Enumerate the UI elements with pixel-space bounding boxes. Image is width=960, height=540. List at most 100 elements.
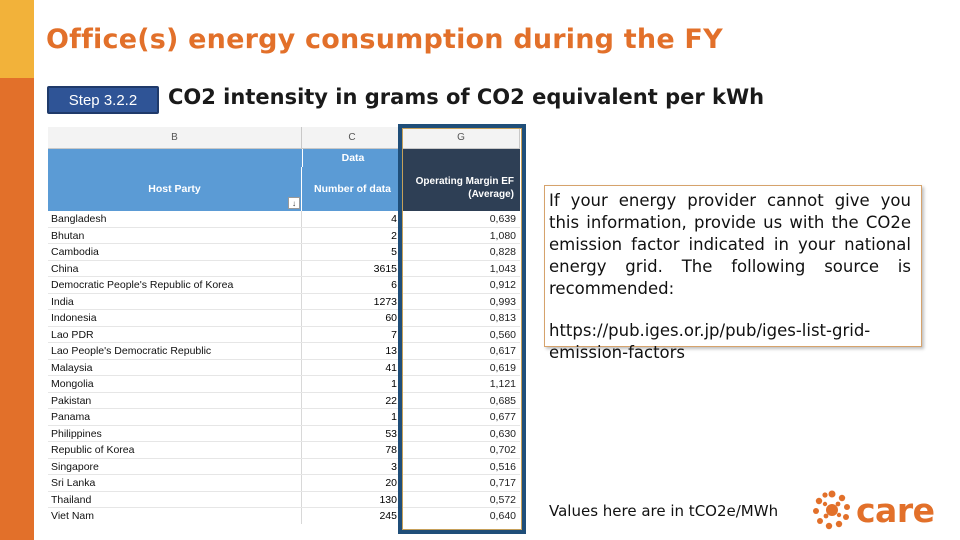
operating-margin-cell[interactable]: 0,630 [489, 427, 516, 440]
number-of-data-cell[interactable]: 41 [302, 359, 403, 375]
host-party-cell[interactable]: Indonesia [48, 310, 302, 326]
number-of-data-cell[interactable]: 130 [302, 491, 403, 507]
table-row[interactable]: Thailand 130 0,572 [48, 491, 520, 508]
operating-margin-cell[interactable]: 0,717 [489, 477, 516, 489]
table-body: Bangladesh 4 0,639 Bhutan 2 1,080 Cambodia 5 0,8… [48, 211, 520, 524]
number-of-data-cell[interactable]: 2 [302, 227, 403, 243]
operating-margin-cell[interactable]: 0,993 [489, 295, 516, 308]
sort-filter-icon[interactable]: ↓ [288, 197, 300, 209]
number-of-data-cell[interactable]: 5 [302, 244, 403, 260]
table-row[interactable]: Panama 1 0,677 [48, 409, 520, 426]
operating-margin-cell[interactable]: 0,702 [489, 444, 516, 456]
host-party-header[interactable]: Host Party [48, 167, 302, 211]
number-of-data-cell[interactable]: 1 [302, 409, 403, 425]
number-of-data-cell[interactable]: 6 [302, 277, 403, 293]
host-party-cell[interactable]: Philippines [48, 425, 302, 441]
host-party-cell[interactable]: Pakistan [48, 392, 302, 408]
table-row[interactable]: Mongolia 1 1,121 [48, 376, 520, 393]
operating-margin-cell[interactable]: 0,560 [489, 328, 516, 341]
host-party-cell[interactable]: India [48, 293, 302, 309]
table-row[interactable]: Sri Lanka 20 0,717 [48, 475, 520, 492]
host-party-cell[interactable]: Singapore [48, 458, 302, 474]
side-accent-bar-top [0, 0, 34, 78]
table-row[interactable]: Democratic People's Republic of Korea 6 0,… [48, 277, 520, 294]
number-of-data-cell[interactable]: 3 [302, 458, 403, 474]
table-row[interactable]: Indonesia 60 0,813 [48, 310, 520, 327]
table-row[interactable]: India 1273 0,993 [48, 293, 520, 310]
host-party-cell[interactable]: Sri Lanka [48, 475, 302, 491]
column-letter-g[interactable]: G [403, 127, 520, 149]
number-of-data-cell[interactable]: 78 [302, 442, 403, 458]
operating-margin-cell[interactable]: 0,828 [489, 246, 516, 258]
host-party-cell[interactable]: Thailand [48, 491, 302, 507]
number-of-data-header[interactable]: Number of data [302, 167, 403, 211]
column-letter-b[interactable]: B [48, 127, 302, 149]
host-party-cell[interactable]: Bhutan [48, 227, 302, 243]
table-row[interactable]: Pakistan 22 0,685 [48, 392, 520, 409]
operating-margin-cell[interactable]: 0,617 [489, 345, 516, 357]
table-row[interactable]: Lao People's Democratic Republic 13 0,617 [48, 343, 520, 360]
operating-margin-cell[interactable]: 0,912 [489, 279, 516, 291]
column-letter-c[interactable]: C [302, 127, 403, 149]
number-of-data-cell[interactable]: 20 [302, 475, 403, 491]
number-of-data-cell[interactable]: 22 [302, 392, 403, 408]
source-link[interactable]: https://pub.iges.or.jp/pub/iges-list-gri… [549, 321, 871, 362]
operating-margin-cell[interactable]: 0,640 [489, 510, 516, 522]
number-of-data-cell[interactable]: 13 [302, 343, 403, 359]
operating-margin-cell[interactable]: 1,043 [489, 262, 516, 275]
number-of-data-cell[interactable]: 53 [302, 425, 403, 441]
logo-text: care [856, 490, 935, 530]
table-row[interactable]: Singapore 3 0,516 [48, 458, 520, 475]
operating-margin-header[interactable]: Operating Margin EF (Average) [403, 149, 520, 211]
table-row[interactable]: Philippines 53 0,630 [48, 425, 520, 442]
operating-margin-cell[interactable]: 1,080 [489, 229, 516, 242]
spreadsheet: B C G Data Host Party Number of data Ope… [48, 127, 522, 524]
number-of-data-cell[interactable]: 3615 [302, 260, 403, 276]
page-title: Office(s) energy consumption during the … [46, 24, 723, 55]
data-group-label: Data [302, 149, 403, 167]
header-band-data [302, 149, 403, 167]
number-of-data-cell[interactable]: 7 [302, 326, 403, 342]
units-note: Values here are in tCO2e/MWh [549, 502, 779, 520]
table-row[interactable]: Cambodia 5 0,828 [48, 244, 520, 261]
info-box [544, 185, 922, 347]
info-text: If your energy provider cannot give you … [549, 191, 911, 298]
operating-margin-cell[interactable]: 0,639 [489, 213, 516, 225]
operating-margin-cell[interactable]: 0,516 [489, 460, 516, 473]
header-band [48, 149, 302, 167]
table-row[interactable]: Malaysia 41 0,619 [48, 359, 520, 376]
host-party-cell[interactable]: Bangladesh [48, 211, 302, 227]
host-party-cell[interactable]: Viet Nam [48, 508, 302, 524]
table-row[interactable]: Bangladesh 4 0,639 [48, 211, 520, 228]
host-party-cell[interactable]: Lao People's Democratic Republic [48, 343, 302, 359]
number-of-data-cell[interactable]: 1273 [302, 293, 403, 309]
host-party-cell[interactable]: Democratic People's Republic of Korea [48, 277, 302, 293]
host-party-cell[interactable]: Malaysia [48, 359, 302, 375]
operating-margin-cell[interactable]: 0,685 [489, 394, 516, 407]
side-accent-bar [0, 78, 34, 540]
table-row[interactable]: Bhutan 2 1,080 [48, 227, 520, 244]
table-row[interactable]: Lao PDR 7 0,560 [48, 326, 520, 343]
care-logo: care [812, 490, 935, 530]
operating-margin-cell[interactable]: 0,677 [489, 411, 516, 423]
table-row[interactable]: China 3615 1,043 [48, 260, 520, 277]
host-party-cell[interactable]: Republic of Korea [48, 442, 302, 458]
host-party-cell[interactable]: Mongolia [48, 376, 302, 392]
step-button[interactable]: Step 3.2.2 [47, 86, 159, 114]
host-party-cell[interactable]: China [48, 260, 302, 276]
operating-margin-cell[interactable]: 0,619 [489, 361, 516, 374]
number-of-data-cell[interactable]: 245 [302, 508, 403, 524]
operating-margin-cell[interactable]: 0,572 [489, 493, 516, 506]
number-of-data-cell[interactable]: 1 [302, 376, 403, 392]
page-subtitle: CO2 intensity in grams of CO2 equivalent… [168, 85, 765, 109]
host-party-cell[interactable]: Panama [48, 409, 302, 425]
table-row[interactable]: Republic of Korea 78 0,702 [48, 442, 520, 459]
host-party-cell[interactable]: Cambodia [48, 244, 302, 260]
operating-margin-cell[interactable]: 0,813 [489, 312, 516, 324]
host-party-cell[interactable]: Lao PDR [48, 326, 302, 342]
table-row[interactable]: Viet Nam 245 0,640 [48, 508, 520, 524]
number-of-data-cell[interactable]: 4 [302, 211, 403, 227]
operating-margin-cell[interactable]: 1,121 [489, 378, 516, 390]
number-of-data-cell[interactable]: 60 [302, 310, 403, 326]
care-logo-icon [813, 490, 850, 530]
